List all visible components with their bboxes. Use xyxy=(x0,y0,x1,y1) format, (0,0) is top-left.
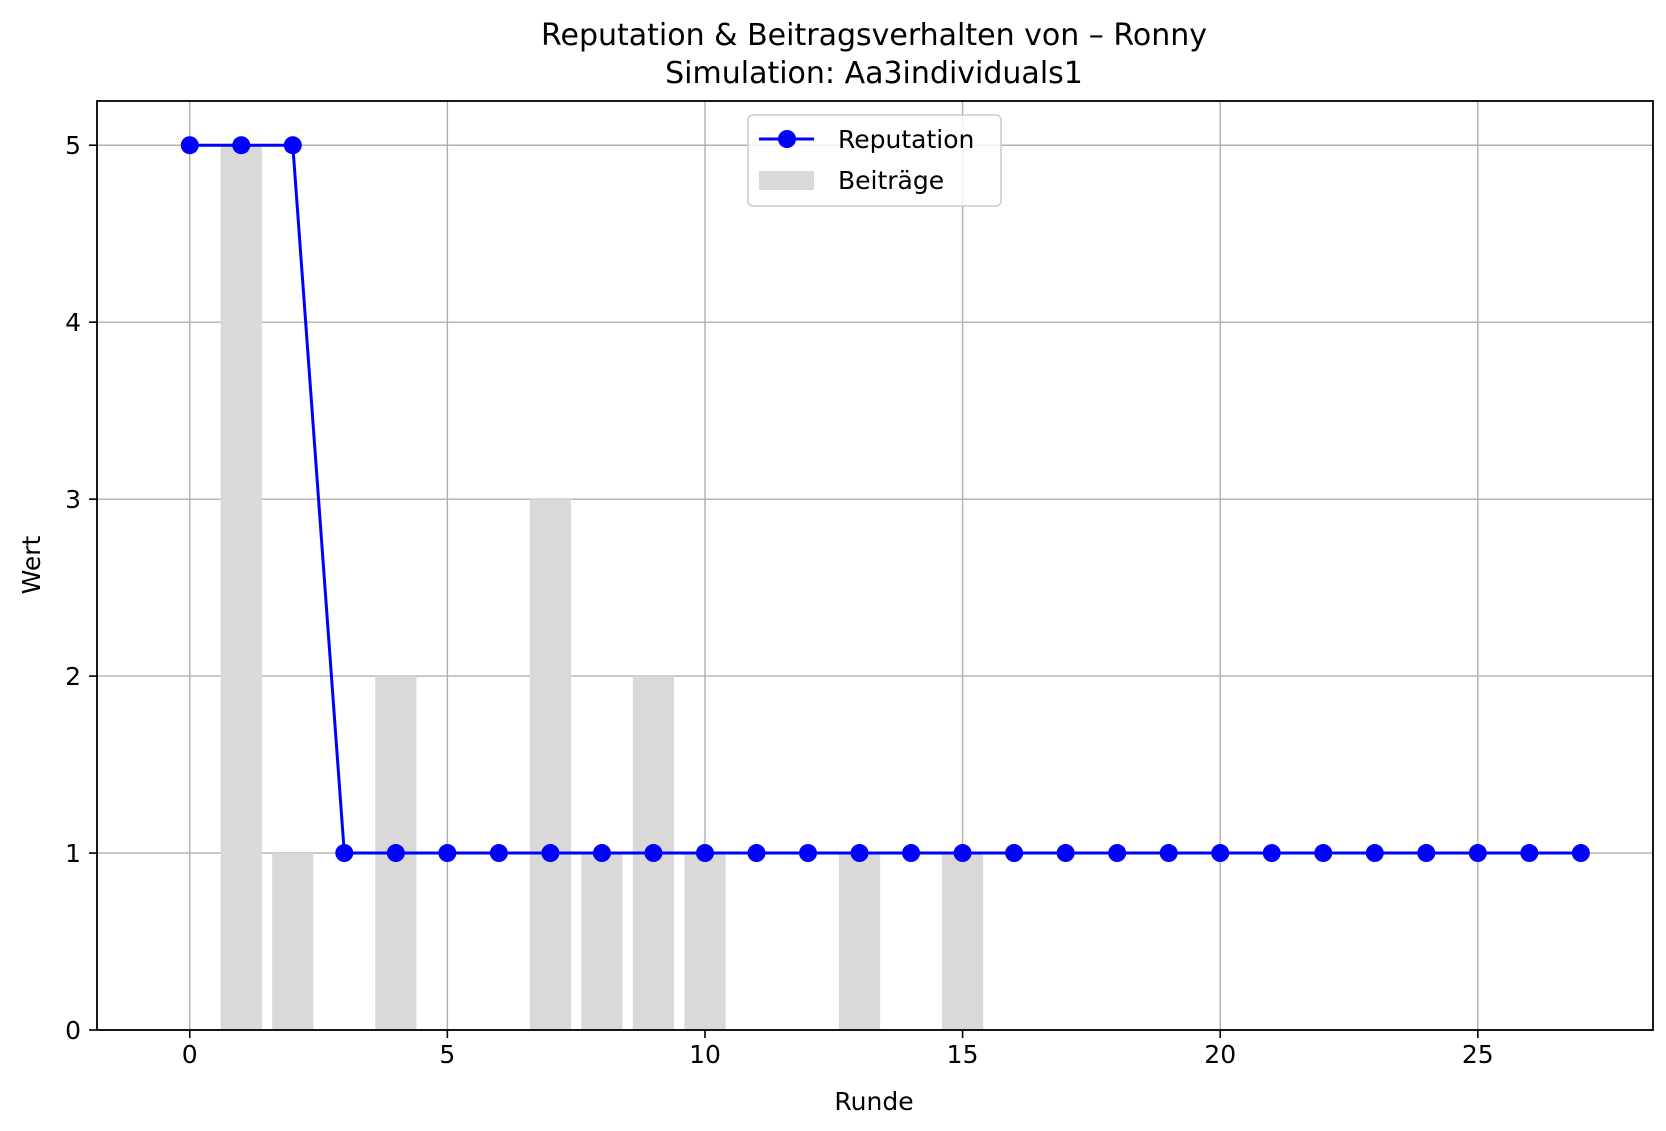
reputation-point xyxy=(438,844,457,863)
beitrag-bar xyxy=(272,853,314,1030)
y-tick-label: 5 xyxy=(65,131,81,160)
legend-reputation-marker xyxy=(778,130,796,148)
reputation-point xyxy=(1005,844,1024,863)
reputation-point xyxy=(1262,844,1281,863)
reputation-point xyxy=(644,844,663,863)
beitrag-bar xyxy=(220,145,262,1030)
reputation-point xyxy=(1314,844,1333,863)
beitrag-bar xyxy=(581,853,623,1030)
reputation-point xyxy=(541,844,560,863)
beitrag-bar xyxy=(838,853,881,1030)
x-tick-label: 15 xyxy=(947,1040,979,1069)
reputation-point xyxy=(953,844,972,863)
line-layer xyxy=(180,136,1590,863)
y-tick-label: 1 xyxy=(65,839,81,868)
reputation-point xyxy=(1417,844,1436,863)
y-tick-label: 4 xyxy=(65,308,81,337)
beitrag-bar xyxy=(941,853,984,1030)
reputation-point xyxy=(1211,844,1230,863)
beitrag-bar xyxy=(684,853,726,1030)
reputation-point xyxy=(180,136,199,155)
x-tick-label: 10 xyxy=(689,1040,721,1069)
x-axis-label: Runde xyxy=(834,1087,913,1116)
chart-subtitle: Simulation: Aa3individuals1 xyxy=(665,56,1083,91)
reputation-point xyxy=(902,844,921,863)
y-axis-label: Wert xyxy=(17,535,46,594)
legend-beitraege-swatch xyxy=(759,171,814,190)
reputation-point xyxy=(1468,844,1487,863)
reputation-point xyxy=(1571,844,1590,863)
reputation-point xyxy=(1056,844,1075,863)
reputation-point xyxy=(489,844,508,863)
chart-title: Reputation & Beitragsverhalten von – Ron… xyxy=(541,18,1207,53)
reputation-point xyxy=(747,844,766,863)
beitrag-bar xyxy=(529,499,572,1031)
reputation-point xyxy=(335,844,354,863)
reputation-point xyxy=(1365,844,1384,863)
y-tick-label: 3 xyxy=(65,485,81,514)
plot-frame xyxy=(96,100,1654,1031)
ticks-layer: 0 5 10 15 20 25 0 1 2 3 4 5 xyxy=(65,131,1494,1069)
reputation-point xyxy=(386,844,405,863)
reputation-point xyxy=(232,136,251,155)
reputation-point xyxy=(799,844,818,863)
reputation-point xyxy=(850,844,869,863)
legend: Reputation Beiträge xyxy=(747,114,1002,207)
reputation-point xyxy=(695,844,714,863)
reputation-point xyxy=(1108,844,1127,863)
reputation-line xyxy=(189,143,1581,855)
x-tick-label: 25 xyxy=(1462,1040,1494,1069)
reputation-point xyxy=(592,844,611,863)
reputation-point xyxy=(1520,844,1539,863)
y-tick-label: 0 xyxy=(65,1016,81,1045)
x-tick-label: 0 xyxy=(182,1040,198,1069)
legend-beitraege-label: Beiträge xyxy=(838,166,944,195)
x-tick-label: 20 xyxy=(1204,1040,1236,1069)
legend-reputation-label: Reputation xyxy=(838,125,974,154)
reputation-point xyxy=(283,136,302,155)
reputation-point xyxy=(1159,844,1178,863)
y-tick-label: 2 xyxy=(65,662,81,691)
x-tick-label: 5 xyxy=(439,1040,455,1069)
